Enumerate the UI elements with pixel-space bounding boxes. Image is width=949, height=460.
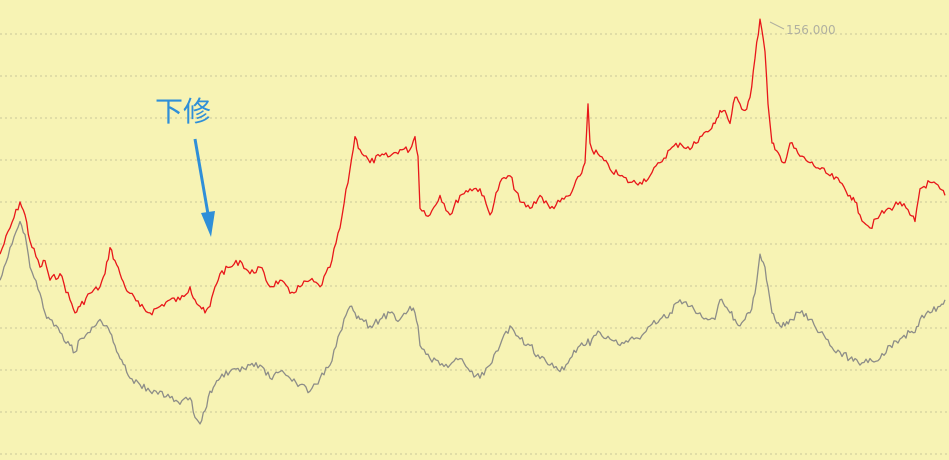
gridlines — [0, 33, 949, 455]
max-value-annotation: 156.000 — [769, 21, 836, 37]
series-line-2 — [0, 220, 946, 425]
max-value-label: 156.000 — [786, 23, 836, 37]
max-value-leader — [769, 21, 785, 30]
callout-annotation: 下修 — [155, 95, 215, 237]
annotation-label: 下修 — [155, 95, 211, 128]
series-line-1 — [0, 18, 946, 316]
series-layer — [0, 18, 946, 425]
annotation-arrow — [193, 138, 215, 237]
